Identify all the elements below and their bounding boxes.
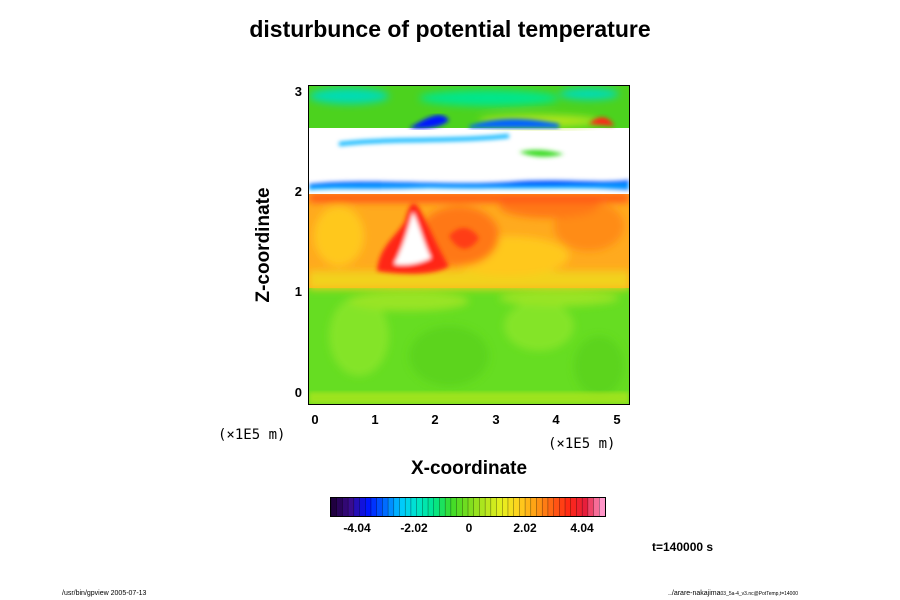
footer-right: ../arare-nakajima03_5a-4_v3.nc@PotTemp,t… <box>668 590 798 597</box>
colorbar-segment <box>547 498 554 516</box>
colorbar-segment <box>388 498 395 516</box>
x-tick-label: 4 <box>552 412 560 427</box>
colorbar-tick-label: 0 <box>465 521 473 535</box>
x-tick-label: 1 <box>371 412 379 427</box>
colorbar-tick-label: -4.04 <box>343 521 371 535</box>
colorbar-segment <box>336 498 343 516</box>
colorbar-segment <box>353 498 360 516</box>
colorbar-segment <box>490 498 497 516</box>
y-tick-label: 2 <box>294 184 302 199</box>
colorbar-segment <box>559 498 566 516</box>
chart-title: disturbunce of potential temperature <box>249 16 651 42</box>
x-tick-label: 2 <box>431 412 439 427</box>
colorbar-segment <box>428 498 435 516</box>
colorbar-segment <box>399 498 406 516</box>
colorbar-segment <box>370 498 377 516</box>
x-tick-label: 0 <box>311 412 319 427</box>
colorbar-segment <box>376 498 383 516</box>
colorbar-segment <box>439 498 446 516</box>
colorbar-segment <box>570 498 577 516</box>
footer-right-sub: 03_5a-4_v3.nc@PotTemp,t=14000 <box>720 591 799 597</box>
colorbar-segment <box>445 498 452 516</box>
colorbar-segment <box>513 498 520 516</box>
colorbar-segment <box>542 498 549 516</box>
colorbar-segment <box>536 498 543 516</box>
potential-temperature-field <box>309 86 629 404</box>
colorbar-segment <box>502 498 509 516</box>
colorbar-segment <box>433 498 440 516</box>
x-tick-label: 5 <box>613 412 621 427</box>
colorbar-segment <box>342 498 349 516</box>
colorbar-segment <box>576 498 583 516</box>
colorbar-segment <box>405 498 412 516</box>
x-axis-label: X-coordinate <box>410 458 528 479</box>
colorbar-tick-label: 4.04 <box>570 521 594 535</box>
colorbar <box>330 497 606 517</box>
z-unit-label: (×1E5 m) <box>218 427 286 443</box>
x-tick-label: 3 <box>492 412 500 427</box>
colorbar-segment <box>382 498 389 516</box>
y-tick-label: 1 <box>294 284 302 299</box>
colorbar-segment <box>410 498 417 516</box>
colorbar-tick-label: -2.02 <box>400 521 428 535</box>
colorbar-segment <box>485 498 492 516</box>
colorbar-gradient <box>330 498 606 516</box>
colorbar-segment <box>582 498 589 516</box>
colorbar-segment <box>565 498 572 516</box>
colorbar-segment <box>462 498 469 516</box>
x-unit-label: (×1E5 m) <box>548 436 616 452</box>
colorbar-segment <box>599 498 606 516</box>
colorbar-segment <box>593 498 600 516</box>
blank-edge-contours <box>309 134 629 190</box>
plot-area <box>308 85 630 405</box>
y-tick-label: 3 <box>294 84 302 99</box>
colorbar-segment <box>519 498 526 516</box>
colorbar-segment <box>450 498 457 516</box>
y-axis-label: Z-coordinate <box>253 187 274 303</box>
colorbar-segment <box>496 498 503 516</box>
colorbar-segment <box>468 498 475 516</box>
plume <box>377 203 479 274</box>
colorbar-tick-label: 2.02 <box>513 521 537 535</box>
colorbar-segment <box>530 498 537 516</box>
colorbar-segment <box>456 498 463 516</box>
lower-texture <box>329 290 624 396</box>
bottom-edge <box>309 392 629 404</box>
colorbar-segment <box>359 498 366 516</box>
y-tick-label: 0 <box>294 385 302 400</box>
colorbar-segment <box>331 498 338 516</box>
colorbar-segment <box>416 498 423 516</box>
colorbar-segment <box>479 498 486 516</box>
colorbar-segment <box>553 498 560 516</box>
colorbar-segment <box>525 498 532 516</box>
colorbar-segment <box>393 498 400 516</box>
footer-left: /usr/bin/gpview 2005-07-13 <box>62 590 147 597</box>
upper-edge-contours <box>409 114 614 129</box>
colorbar-segment <box>365 498 372 516</box>
colorbar-segment <box>587 498 594 516</box>
colorbar-segment <box>348 498 355 516</box>
colorbar-segment <box>422 498 429 516</box>
colorbar-segment <box>473 498 480 516</box>
time-stamp: t=140000 s <box>652 540 714 554</box>
colorbar-segment <box>507 498 514 516</box>
footer-right-path: ../arare-nakajima <box>668 590 721 597</box>
